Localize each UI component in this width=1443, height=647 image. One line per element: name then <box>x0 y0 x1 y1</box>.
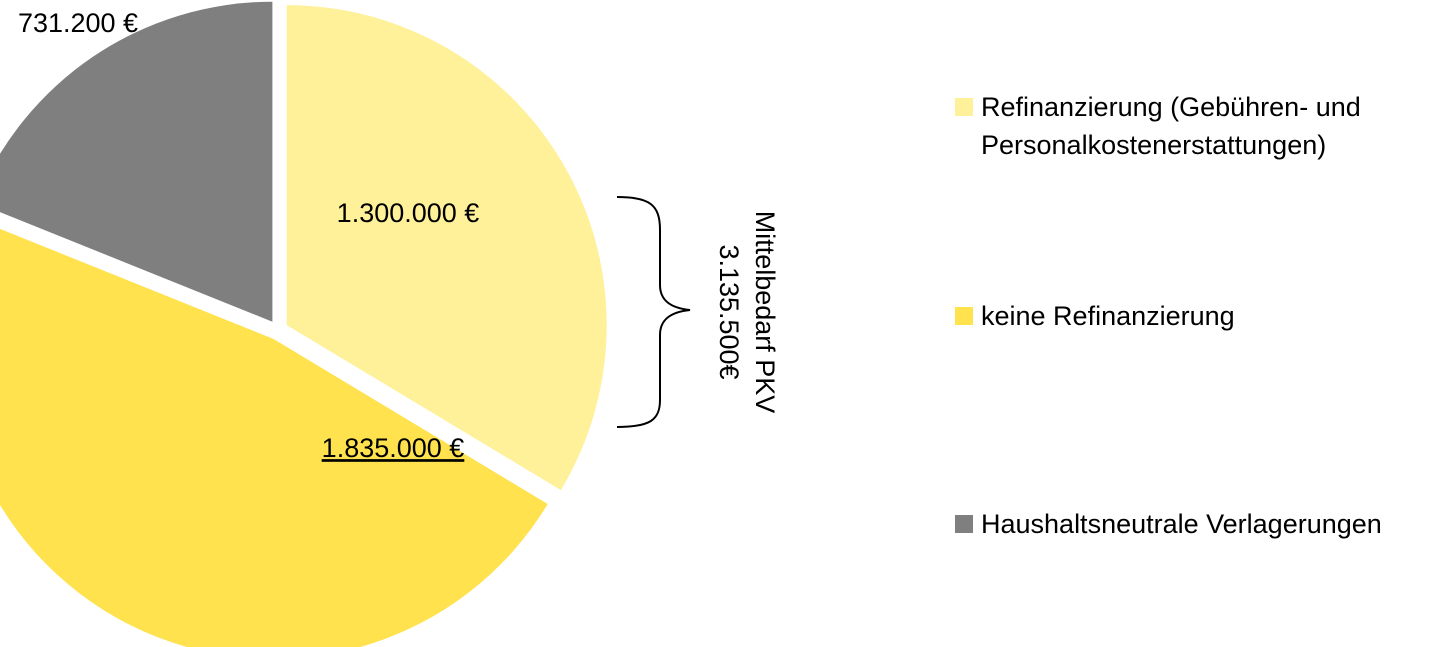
legend-item: Refinanzierung (Gebühren- und Personalko… <box>955 88 1435 164</box>
pie-slice <box>286 5 607 491</box>
legend-item: Haushaltsneutrale Verlagerungen <box>955 505 1435 543</box>
brace <box>616 196 691 428</box>
legend-label: keine Refinanzierung <box>981 301 1235 331</box>
pie-slice <box>0 1 273 322</box>
annotation: Mittelbedarf PKV <box>750 211 780 414</box>
legend-label: Haushaltsneutrale Verlagerungen <box>981 509 1382 539</box>
legend-swatch <box>955 515 973 533</box>
legend-swatch <box>955 307 973 325</box>
data-label: 1.835.000 € <box>322 433 465 463</box>
legend-item: keine Refinanzierung <box>955 297 1435 335</box>
data-label: 731.200 € <box>18 8 138 38</box>
legend-swatch <box>955 98 973 116</box>
data-label: 1.300.000 € <box>337 198 480 228</box>
pie-slice <box>0 228 548 647</box>
legend-label: Refinanzierung (Gebühren- und Personalko… <box>981 92 1361 160</box>
annotation: 3.135.500€ <box>714 244 744 379</box>
